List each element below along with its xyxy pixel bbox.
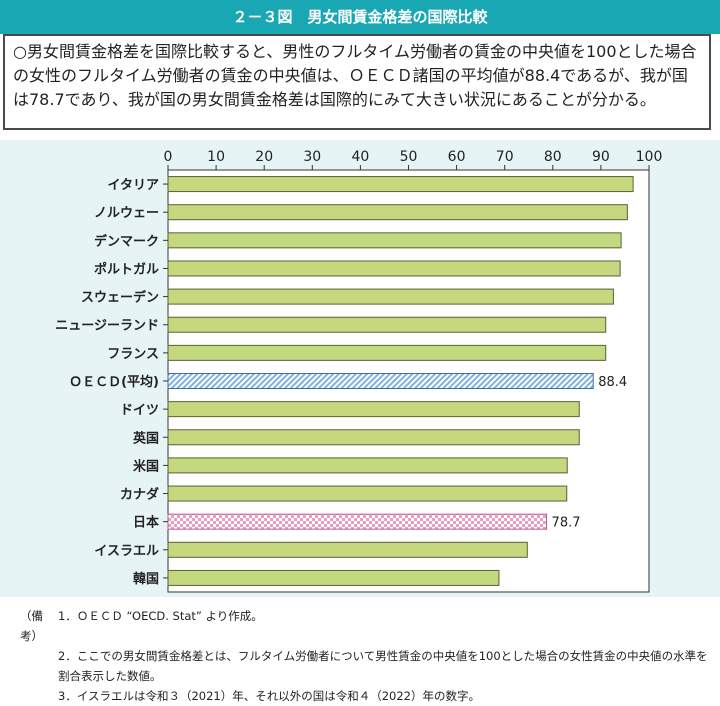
notes-prefix: （備考） xyxy=(20,609,43,643)
bar xyxy=(167,485,568,502)
bar xyxy=(167,429,580,446)
note-1: 1．ＯＥＣＤ “OECD. Stat” より作成。 xyxy=(58,609,263,623)
category-label: ドイツ xyxy=(120,403,159,418)
summary-text: ○男女間賃金格差を国際比較すると、男性のフルタイム労働者の賃金の中央値を100と… xyxy=(13,42,697,109)
category-label: ニュージーランド xyxy=(55,319,159,334)
category-label: 米国 xyxy=(133,458,159,474)
category-label: フランス xyxy=(107,347,159,362)
category-label: 英国 xyxy=(132,430,159,446)
x-tick-label: 100 xyxy=(636,149,663,165)
summary-box: ○男女間賃金格差を国際比較すると、男性のフルタイム労働者の賃金の中央値を100と… xyxy=(3,34,711,130)
note-2: 2．ここでの男女間賃金格差とは、フルタイム労働者について男性賃金の中央値を100… xyxy=(58,649,708,683)
bar xyxy=(167,316,607,333)
bar xyxy=(167,401,580,418)
bar xyxy=(167,204,628,221)
x-tick-label: 20 xyxy=(255,149,273,165)
x-tick-label: 90 xyxy=(592,149,610,165)
bar xyxy=(167,373,594,389)
bar xyxy=(167,232,622,249)
figure-title: ２－３図 男女間賃金格差の国際比較 xyxy=(0,0,720,34)
bar xyxy=(167,457,568,474)
category-label: ポルトガル xyxy=(94,261,159,277)
bar-chart: 0 10 20 30 40 50 60 70 80 90 100 イタリアノルウェーデンマークポルト… xyxy=(55,149,663,593)
category-label: ノルウェー xyxy=(94,206,159,221)
bar xyxy=(167,288,614,305)
category-label: スウェーデン xyxy=(81,290,159,306)
bar xyxy=(167,260,621,277)
x-tick-label: 70 xyxy=(496,149,514,165)
x-tick-label: 10 xyxy=(207,149,225,165)
x-tick-label: 60 xyxy=(448,149,466,165)
data-label: 78.7 xyxy=(552,516,581,531)
x-tick-label: 0 xyxy=(164,149,173,165)
bar xyxy=(167,176,634,193)
bar xyxy=(167,513,548,530)
category-label: ＯＥＣＤ(平均) xyxy=(69,374,159,390)
notes: （備考） 1．ＯＥＣＤ “OECD. Stat” より作成。 2．ここでの男女間… xyxy=(20,606,710,706)
bar xyxy=(167,569,500,586)
data-label: 88.4 xyxy=(598,375,627,390)
value-labels: 88.4 78.7 xyxy=(552,375,628,531)
category-label: デンマーク xyxy=(94,233,159,249)
category-label: イタリア xyxy=(108,178,159,193)
x-tick-label: 40 xyxy=(351,149,369,165)
category-label: イスラエル xyxy=(94,544,159,559)
category-label: 日本 xyxy=(133,515,159,531)
category-label: カナダ xyxy=(120,487,159,503)
bar xyxy=(167,541,528,558)
note-3: 3．イスラエルは令和３（2021）年、それ以外の国は令和４（2022）年の数字。 xyxy=(58,689,481,703)
x-axis-ticks: 0 10 20 30 40 50 60 70 80 90 100 xyxy=(164,149,663,170)
x-tick-label: 80 xyxy=(544,149,562,165)
x-tick-label: 50 xyxy=(400,149,418,165)
bar xyxy=(167,344,607,361)
x-tick-label: 30 xyxy=(303,149,321,165)
category-label: 韓国 xyxy=(133,571,159,587)
bars xyxy=(167,176,634,586)
